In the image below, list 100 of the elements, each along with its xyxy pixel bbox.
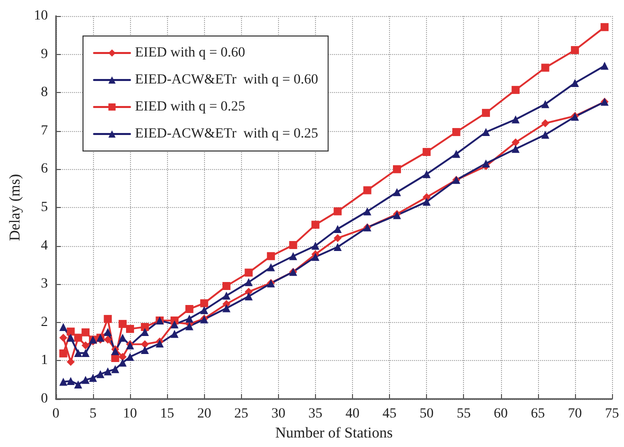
- point: [59, 349, 68, 358]
- point: [541, 119, 550, 128]
- point: [334, 224, 342, 233]
- x-tick-label: 65: [530, 406, 545, 422]
- x-tick-label: 0: [52, 406, 60, 422]
- point: [222, 282, 230, 290]
- point: [363, 186, 372, 194]
- point: [74, 349, 82, 358]
- legend-label: EIED-ACW&ETr with q = 0.25: [135, 126, 318, 142]
- x-tick-label: 40: [345, 406, 360, 422]
- point: [82, 376, 90, 384]
- x-tick-label: 30: [271, 406, 286, 422]
- y-tick-label: 9: [40, 46, 48, 62]
- x-axis-title: Number of Stations: [275, 425, 393, 442]
- point: [82, 341, 90, 350]
- point: [118, 320, 127, 328]
- point: [82, 328, 90, 336]
- x-tick-label: 55: [456, 406, 471, 422]
- point: [66, 328, 75, 336]
- point: [266, 263, 275, 272]
- point: [422, 170, 431, 178]
- point: [140, 346, 149, 354]
- x-tick-label: 5: [89, 406, 96, 422]
- y-tick-label: 10: [34, 8, 48, 24]
- point: [392, 188, 401, 196]
- y-tick-label: 3: [40, 276, 48, 292]
- point: [185, 304, 194, 313]
- point: [570, 79, 579, 88]
- point: [334, 242, 342, 251]
- point: [82, 349, 90, 358]
- point: [334, 207, 342, 216]
- point: [140, 322, 149, 331]
- point: [74, 380, 82, 388]
- point: [244, 268, 253, 277]
- y-tick-label: 0: [40, 392, 48, 406]
- point: [66, 334, 75, 342]
- point: [118, 352, 127, 361]
- point: [74, 334, 82, 342]
- legend-label: EIED with q = 0.60: [135, 46, 246, 60]
- x-tick-label: 10: [123, 406, 138, 422]
- point: [512, 86, 520, 94]
- point: [126, 324, 134, 333]
- point: [541, 64, 550, 72]
- point: [570, 46, 579, 54]
- point: [289, 252, 298, 260]
- point: [244, 278, 253, 286]
- point: [104, 367, 112, 376]
- y-tick-label: 7: [40, 123, 48, 138]
- point: [59, 378, 68, 386]
- point: [600, 23, 609, 32]
- point: [104, 336, 112, 344]
- x-tick-label: 70: [568, 406, 582, 422]
- point: [482, 128, 490, 136]
- point: [311, 220, 320, 229]
- legend-label: EIED with q = 0.25: [135, 100, 246, 114]
- point: [289, 241, 298, 250]
- x-tick-label: 35: [308, 406, 322, 422]
- point: [111, 365, 120, 374]
- point: [422, 198, 431, 206]
- y-tick-label: 5: [40, 200, 48, 215]
- point: [96, 370, 104, 378]
- point: [452, 150, 460, 158]
- y-tick-label: 2: [40, 314, 48, 330]
- point: [222, 304, 230, 312]
- point: [363, 207, 372, 216]
- y-tick-label: 1: [40, 353, 48, 368]
- x-tick-label: 45: [382, 406, 397, 422]
- point: [482, 159, 490, 168]
- y-tick-label: 4: [40, 238, 48, 254]
- point: [59, 322, 68, 331]
- point: [600, 62, 609, 70]
- y-tick-label: 6: [40, 162, 48, 177]
- point: [118, 358, 127, 367]
- point: [140, 328, 149, 336]
- point: [185, 314, 194, 323]
- point: [311, 252, 320, 261]
- point: [200, 306, 208, 314]
- point: [66, 377, 75, 385]
- point: [512, 138, 520, 146]
- point: [541, 130, 550, 139]
- y-tick-label: 8: [40, 85, 48, 100]
- point: [311, 242, 320, 250]
- point: [422, 148, 431, 156]
- point: [59, 334, 68, 342]
- x-tick-label: 60: [494, 406, 508, 422]
- y-axis-title: Delay (ms): [8, 174, 24, 242]
- point: [66, 358, 75, 366]
- point: [244, 292, 253, 300]
- point: [482, 108, 490, 117]
- point: [512, 144, 520, 153]
- point: [222, 292, 230, 300]
- point: [104, 328, 112, 336]
- x-tick-label: 75: [605, 406, 619, 422]
- x-tick-label: 25: [234, 406, 248, 422]
- point: [452, 128, 460, 136]
- point: [512, 115, 520, 124]
- point: [200, 299, 208, 308]
- point: [170, 330, 179, 338]
- point: [334, 234, 342, 242]
- point: [541, 100, 550, 108]
